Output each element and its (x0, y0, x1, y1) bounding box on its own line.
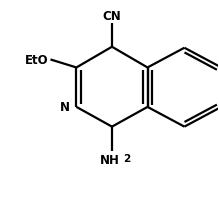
Text: N: N (60, 101, 70, 114)
Text: 2: 2 (124, 153, 131, 163)
Text: NH: NH (100, 153, 120, 166)
Text: EtO: EtO (25, 54, 48, 67)
Text: CN: CN (102, 10, 121, 23)
